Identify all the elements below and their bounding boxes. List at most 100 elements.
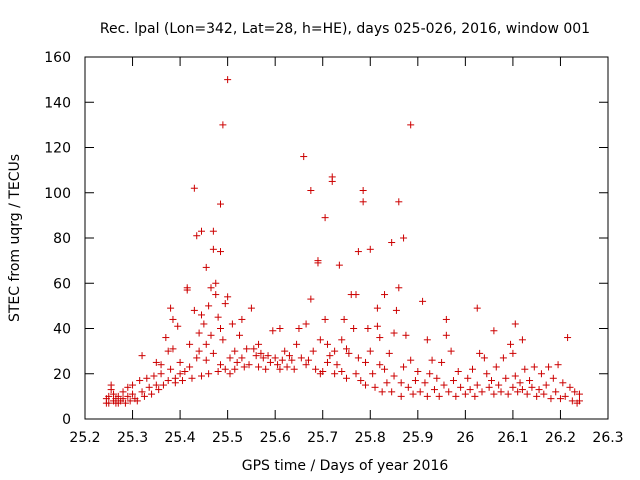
x-tick-label: 26.2 bbox=[545, 430, 576, 446]
data-point bbox=[262, 365, 270, 373]
data-point bbox=[421, 379, 429, 387]
data-point bbox=[416, 388, 424, 396]
data-point bbox=[121, 399, 129, 407]
y-tick-label: 60 bbox=[53, 276, 71, 292]
data-point bbox=[271, 354, 279, 362]
data-point bbox=[231, 365, 239, 373]
y-axis-title: STEC from uqrg / TECUs bbox=[7, 154, 23, 322]
data-point bbox=[321, 315, 329, 323]
data-point bbox=[366, 347, 374, 355]
data-point bbox=[502, 374, 510, 382]
data-point bbox=[264, 352, 272, 360]
data-point bbox=[197, 227, 205, 235]
data-point bbox=[195, 329, 203, 337]
data-point bbox=[319, 367, 327, 375]
data-point bbox=[202, 340, 210, 348]
data-point bbox=[331, 370, 339, 378]
data-point bbox=[362, 358, 370, 366]
data-point bbox=[200, 320, 208, 328]
x-tick-label: 25.6 bbox=[260, 430, 291, 446]
data-point bbox=[328, 177, 336, 185]
data-point bbox=[176, 370, 184, 378]
data-point bbox=[575, 397, 583, 405]
data-point bbox=[133, 397, 141, 405]
data-point bbox=[423, 392, 431, 400]
x-tick-label: 25.9 bbox=[402, 430, 433, 446]
data-point bbox=[518, 386, 526, 394]
data-point bbox=[269, 327, 277, 335]
data-point bbox=[397, 392, 405, 400]
data-point bbox=[238, 354, 246, 362]
x-axis-ticks: 25.2 25.3 25.4 25.5 25.6 25.7 25.8 25.9 26 26.1 26… bbox=[69, 57, 624, 446]
data-point bbox=[209, 245, 217, 253]
data-point bbox=[388, 388, 396, 396]
data-point bbox=[205, 370, 213, 378]
data-point bbox=[105, 399, 113, 407]
data-point bbox=[159, 381, 167, 389]
data-point bbox=[433, 374, 441, 382]
data-point bbox=[285, 352, 293, 360]
data-point bbox=[537, 370, 545, 378]
data-point bbox=[293, 340, 301, 348]
data-point bbox=[126, 397, 134, 405]
data-point bbox=[214, 367, 222, 375]
data-point bbox=[217, 200, 225, 208]
data-point bbox=[152, 358, 160, 366]
data-point bbox=[385, 349, 393, 357]
x-tick-label: 25.7 bbox=[307, 430, 338, 446]
data-point bbox=[202, 356, 210, 364]
data-point bbox=[190, 306, 198, 314]
data-point bbox=[209, 349, 217, 357]
data-point bbox=[373, 322, 381, 330]
data-point bbox=[217, 325, 225, 332]
data-point bbox=[129, 381, 137, 389]
data-point bbox=[480, 354, 488, 362]
data-point bbox=[343, 374, 350, 382]
data-point bbox=[333, 361, 341, 369]
data-point bbox=[378, 388, 386, 396]
data-point bbox=[552, 388, 560, 396]
y-tick-label: 100 bbox=[44, 186, 71, 202]
data-point bbox=[409, 390, 417, 398]
x-tick-label: 25.5 bbox=[212, 430, 243, 446]
data-point bbox=[390, 329, 398, 337]
data-point bbox=[383, 379, 391, 387]
data-point bbox=[561, 392, 569, 400]
data-point bbox=[255, 363, 263, 371]
data-point bbox=[331, 347, 339, 355]
data-point bbox=[535, 386, 543, 394]
y-tick-label: 160 bbox=[44, 50, 71, 66]
x-tick-label: 25.4 bbox=[165, 430, 196, 446]
y-tick-label: 20 bbox=[53, 367, 71, 383]
data-point bbox=[169, 345, 177, 353]
y-tick-label: 140 bbox=[44, 95, 71, 111]
data-point bbox=[295, 325, 303, 332]
data-point bbox=[411, 377, 419, 385]
data-point bbox=[397, 379, 405, 387]
data-point bbox=[533, 392, 541, 400]
data-point bbox=[214, 313, 222, 321]
data-point bbox=[478, 388, 486, 396]
data-point bbox=[302, 361, 310, 369]
data-point bbox=[124, 392, 132, 400]
data-point bbox=[119, 388, 127, 396]
y-tick-label: 0 bbox=[62, 412, 71, 428]
data-point bbox=[509, 349, 517, 357]
data-point bbox=[259, 354, 267, 362]
data-point bbox=[404, 383, 412, 391]
data-point bbox=[575, 390, 583, 398]
data-point bbox=[464, 374, 472, 382]
data-point bbox=[221, 365, 229, 373]
data-point bbox=[400, 234, 408, 242]
y-tick-label: 120 bbox=[44, 141, 71, 157]
data-point bbox=[511, 372, 519, 380]
data-point bbox=[316, 336, 324, 344]
data-point bbox=[430, 386, 438, 394]
data-point bbox=[507, 340, 515, 348]
data-point bbox=[247, 304, 255, 312]
data-point bbox=[485, 383, 493, 391]
data-point bbox=[257, 349, 265, 357]
data-point bbox=[428, 356, 436, 364]
